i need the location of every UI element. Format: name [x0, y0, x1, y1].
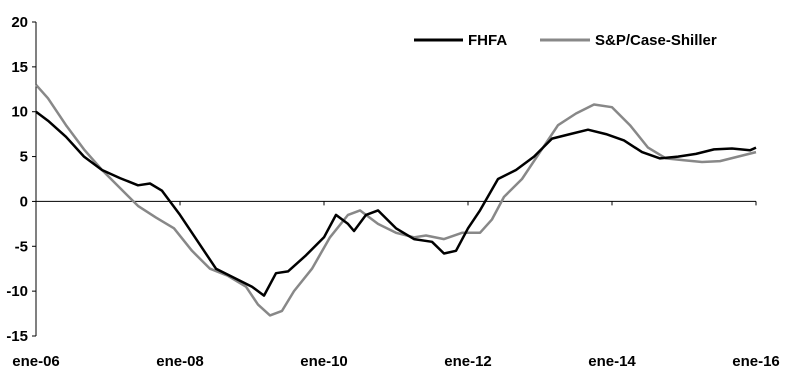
y-tick-label: -10 — [6, 283, 28, 300]
x-tick-label: ene-14 — [588, 353, 636, 370]
legend-label-case-shiller: S&P/Case-Shiller — [595, 32, 717, 49]
y-ticks: -15 -10 -5 0 5 10 15 20 — [6, 14, 36, 345]
series-line-fhfa — [35, 110, 757, 297]
x-ticks: ene-06 ene-08 ene-10 ene-12 ene-14 ene-16 — [12, 201, 780, 370]
series-lines — [35, 83, 757, 317]
y-tick-label: 0 — [20, 193, 28, 210]
y-tick-label: 10 — [11, 104, 28, 121]
y-tick-label: 5 — [20, 149, 28, 166]
legend: FHFA S&P/Case-Shiller — [414, 32, 717, 49]
x-tick-label: ene-08 — [156, 353, 204, 370]
y-tick-label: 20 — [11, 14, 28, 31]
x-tick-label: ene-10 — [300, 353, 348, 370]
series-line-case-shiller — [35, 83, 757, 317]
axes: -15 -10 -5 0 5 10 15 20 ene-06 ene-08 ene-10 ene-1… — [6, 14, 779, 370]
y-tick-label: -15 — [6, 328, 28, 345]
x-tick-label: ene-06 — [12, 353, 60, 370]
x-tick-label: ene-12 — [444, 353, 492, 370]
y-tick-label: -5 — [15, 238, 28, 255]
x-tick-label: ene-16 — [732, 353, 780, 370]
legend-label-fhfa: FHFA — [468, 32, 507, 49]
y-tick-label: 15 — [11, 59, 28, 76]
